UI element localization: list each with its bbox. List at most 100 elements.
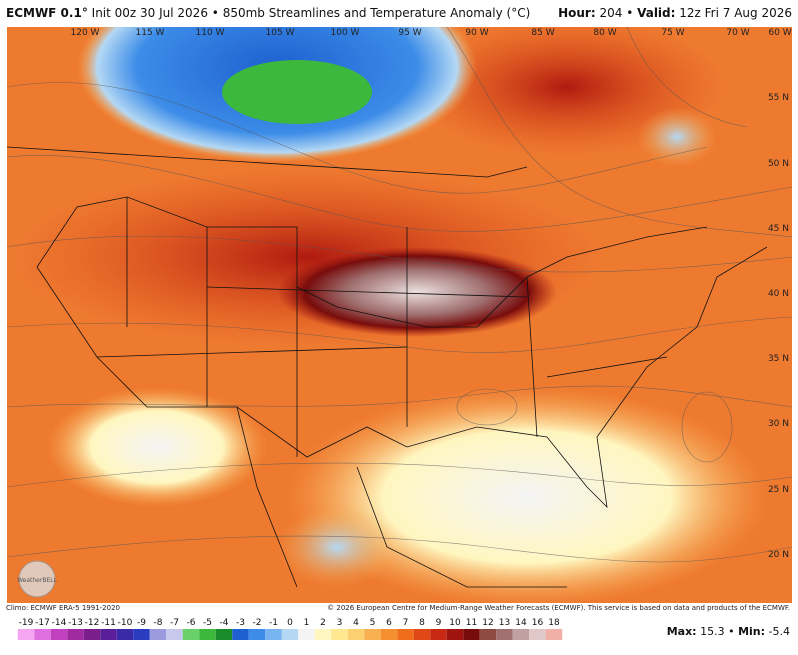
copyright: © 2026 European Centre for Medium-Range …: [327, 604, 790, 612]
colorbar-label: 13: [499, 618, 510, 628]
colorbar-swatch: [380, 629, 398, 640]
longitude-label: 100 W: [331, 28, 360, 38]
stats: Max: 15.3 • Min: -5.4: [667, 625, 790, 638]
colorbar-label: 8: [419, 618, 425, 628]
colorbar-swatch: [496, 629, 513, 640]
colorbar-label: 6: [386, 618, 392, 628]
colorbar-label: 3: [337, 618, 343, 628]
colorbar-swatch: [364, 629, 381, 640]
colorbar-swatch: [67, 629, 84, 640]
colorbar-swatch: [248, 629, 266, 640]
colorbar-swatch: [430, 629, 447, 640]
colorbar-swatch: [298, 629, 315, 640]
cool-spot: [637, 107, 717, 167]
separator: •: [626, 6, 634, 20]
boundaries: [7, 146, 768, 588]
longitude-label: 110 W: [196, 28, 225, 38]
longitude-label: 115 W: [136, 28, 165, 38]
colorbar-label: -1: [269, 618, 278, 628]
longitude-label: 60 W: [768, 28, 791, 38]
colorbar-label: -12: [85, 618, 100, 628]
latitude-label: 40 N: [768, 289, 789, 299]
colorbar-label: -19: [19, 618, 34, 628]
colorbar-label: -7: [170, 618, 179, 628]
colorbar-label: -13: [68, 618, 83, 628]
colorbar-label: 4: [353, 618, 359, 628]
streamlines: [7, 27, 792, 563]
longitude-label: 90 W: [465, 28, 488, 38]
longitude-labels: 120 W 115 W 110 W 105 W 100 W 95 W 90 W 85 W 80 …: [71, 28, 792, 38]
colorbar-swatch: [512, 629, 530, 640]
colorbar-swatch: [116, 629, 134, 640]
colorbar-swatch: [529, 629, 546, 640]
colorbar-swatch: [166, 629, 183, 640]
colorbar-label: 18: [548, 618, 560, 628]
colorbar-swatch: [199, 629, 216, 640]
footer: Climo: ECMWF ERA-5 1991-2020 © 2026 Euro…: [6, 604, 792, 612]
cool-spot: [277, 507, 397, 587]
colorbar-swatch: [281, 629, 299, 640]
colorbar-swatch: [232, 629, 249, 640]
max-value: 15.3: [700, 625, 725, 638]
longitude-label: 95 W: [398, 28, 421, 38]
colorbar-label: 7: [403, 618, 409, 628]
colorbar-label: 10: [449, 618, 461, 628]
colorbar: -19 -17 -14 -13 -12 -11 -10 -9 -8 -7 -6 -5 -4 -3 -2 -1 0…: [17, 618, 563, 640]
colorbar-label: -2: [253, 618, 262, 628]
colorbar-label: 11: [466, 618, 477, 628]
hour: 204: [599, 6, 623, 20]
near-normal-area: [47, 387, 267, 507]
colorbar-label: -8: [154, 618, 163, 628]
colorbar-swatch: [133, 629, 150, 640]
valid-time: 12z Fri 7 Aug 2026: [679, 6, 792, 20]
colorbar-label: 14: [515, 618, 527, 628]
colorbar-label: -10: [118, 618, 133, 628]
longitude-label: 85 W: [531, 28, 554, 38]
colorbar-swatch: [149, 629, 167, 640]
separator: •: [728, 625, 735, 638]
longitude-label: 70 W: [726, 28, 749, 38]
longitude-label: 120 W: [71, 28, 100, 38]
warm-anomaly-core: [277, 247, 557, 337]
colorbar-swatch: [446, 629, 464, 640]
valid-info: Hour: 204 • Valid: 12z Fri 7 Aug 2026: [558, 6, 792, 20]
colorbar-swatch: [413, 629, 431, 640]
colorbar-swatch: [50, 629, 68, 640]
latitude-label: 35 N: [768, 354, 789, 364]
colorbar-label: 1: [304, 618, 310, 628]
longitude-label: 80 W: [593, 28, 616, 38]
colorbar-label: -9: [137, 618, 146, 628]
init-time: Init 00z 30 Jul 2026: [91, 6, 208, 20]
colorbar-label: 16: [532, 618, 544, 628]
colorbar-swatch: [265, 629, 282, 640]
colorbar-label: -3: [236, 618, 245, 628]
colorbar-swatch: [34, 629, 51, 640]
longitude-label: 105 W: [266, 28, 295, 38]
product: 850mb Streamlines and Temperature Anomal…: [222, 6, 531, 20]
latitude-label: 30 N: [768, 419, 789, 429]
colorbar-swatch: [83, 629, 101, 640]
colorbar-label: -6: [187, 618, 196, 628]
colorbar-swatch: [314, 629, 332, 640]
latitude-label: 45 N: [768, 224, 789, 234]
climo: Climo: ECMWF ERA-5 1991-2020: [6, 604, 120, 612]
colorbar-swatch: [463, 629, 480, 640]
logo-text: WeatherBELL: [17, 577, 58, 584]
latitude-label: 20 N: [768, 550, 789, 560]
colorbar-label: 2: [320, 618, 326, 628]
cold-anomaly-core: [222, 60, 372, 124]
logo: WeatherBELL: [17, 560, 58, 598]
latitude-label: 55 N: [768, 93, 789, 103]
latitude-label: 25 N: [768, 485, 789, 495]
header: ECMWF 0.1° Init 00z 30 Jul 2026 • 850mb …: [6, 6, 792, 24]
colorbar-label: -17: [35, 618, 50, 628]
longitude-label: 75 W: [661, 28, 684, 38]
colorbar-swatch: [347, 629, 365, 640]
colorbar-label: -11: [101, 618, 116, 628]
colorbar-swatch: [215, 629, 233, 640]
colorbar-label: -5: [203, 618, 212, 628]
separator: •: [211, 6, 219, 20]
colorbar-swatch: [100, 629, 117, 640]
colorbar-swatch: [545, 629, 563, 640]
min-value: -5.4: [768, 625, 790, 638]
